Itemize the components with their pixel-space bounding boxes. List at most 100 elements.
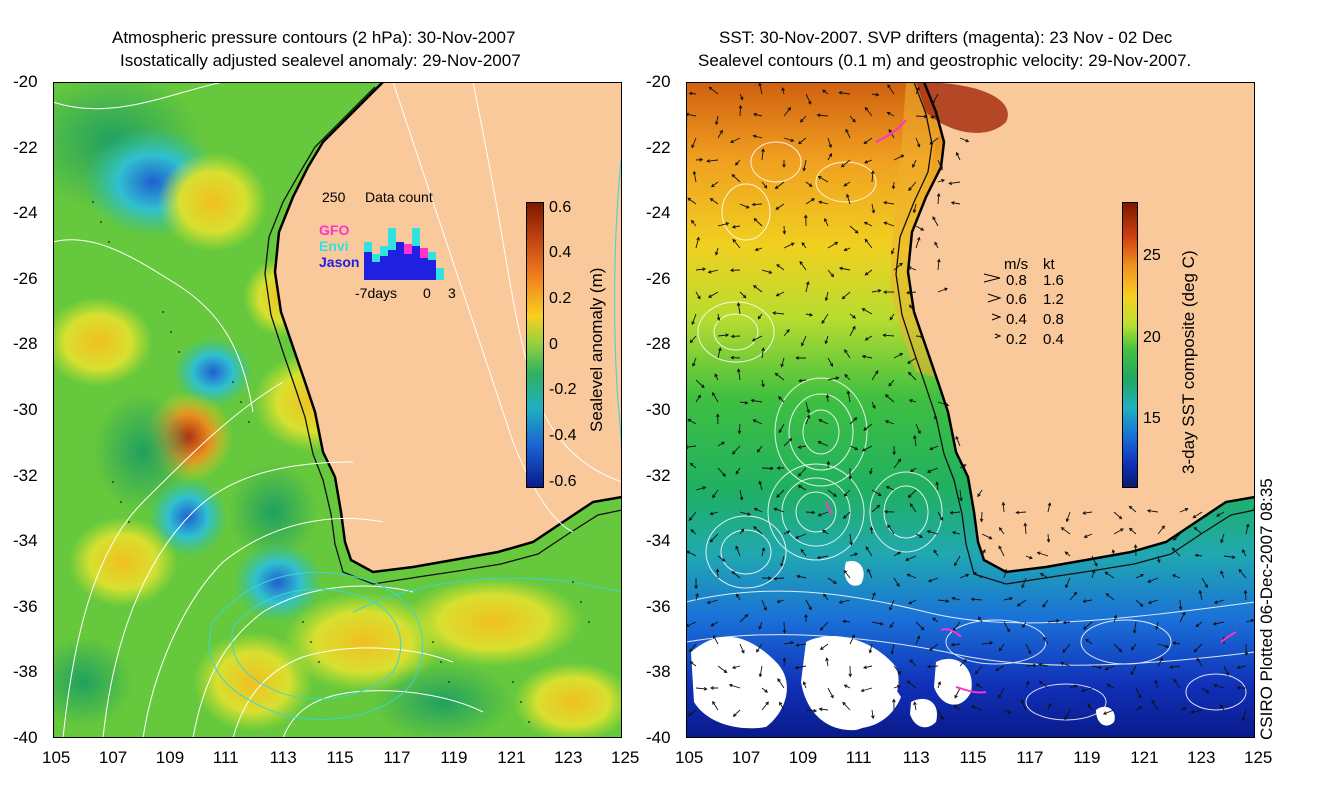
velocity-arrow — [783, 106, 792, 117]
velocity-arrow — [1020, 699, 1027, 711]
velocity-arrow — [1245, 523, 1250, 535]
velocity-arrow — [715, 413, 720, 425]
velocity-arrow — [1091, 555, 1098, 567]
velocity-arrow — [882, 333, 895, 338]
velocity-arrow — [849, 445, 859, 451]
velocity-arrow — [849, 325, 856, 337]
velocity-arrow — [731, 173, 741, 183]
velocity-arrow — [709, 198, 719, 205]
velocity-arrow — [915, 86, 920, 95]
velocity-arrow — [805, 181, 813, 187]
velocity-arrow — [870, 170, 875, 183]
velocity-arrow — [782, 225, 787, 235]
velocity-arrow — [805, 708, 818, 713]
velocity-arrow — [932, 216, 939, 227]
velocity-arrow — [1213, 684, 1225, 689]
velocity-arrow — [949, 510, 961, 515]
velocity-arrow — [1130, 643, 1137, 651]
velocity-arrow — [1128, 527, 1137, 535]
velocity-arrow — [712, 391, 719, 403]
data-count-histogram — [364, 228, 444, 280]
inset-x-mid: 0 — [423, 285, 431, 301]
velocity-arrow — [869, 526, 874, 535]
velocity-arrow — [1113, 511, 1123, 520]
left-shelf-contour — [264, 86, 622, 585]
velocity-arrow — [691, 137, 697, 149]
velocity-arrow — [972, 571, 983, 579]
velocity-arrow — [753, 507, 763, 513]
velocity-arrow — [863, 221, 873, 227]
velocity-arrow — [869, 467, 873, 475]
velocity-arrow — [883, 221, 895, 227]
left-x-tick-9: 123 — [554, 748, 583, 767]
velocity-arrow — [906, 573, 917, 579]
left-y-tick-6: -32 — [13, 465, 38, 485]
left-cbar-tick-6: -0.4 — [549, 427, 577, 444]
right-x-tick-10: 125 — [1244, 748, 1273, 767]
velocity-arrow — [849, 225, 859, 234]
velocity-arrow — [731, 571, 741, 579]
velocity-arrow — [1003, 621, 1010, 633]
speed-key-ms-1: 0.8 — [1006, 272, 1027, 289]
velocity-arrow — [950, 642, 961, 647]
velocity-arrow — [1194, 553, 1203, 558]
velocity-arrow — [1244, 643, 1249, 656]
velocity-arrow — [804, 214, 808, 227]
velocity-arrow — [756, 445, 763, 453]
velocity-arrow — [893, 551, 902, 557]
velocity-arrow — [1091, 569, 1096, 579]
velocity-arrow — [774, 181, 785, 190]
velocity-arrow — [732, 709, 741, 717]
velocity-arrow — [905, 290, 917, 295]
velocity-arrow — [970, 597, 983, 602]
velocity-arrow — [694, 577, 698, 590]
velocity-arrow — [1178, 599, 1183, 611]
velocity-arrow — [712, 489, 719, 499]
velocity-arrow — [995, 665, 1005, 671]
velocity-arrow — [884, 394, 895, 403]
velocity-arrow — [981, 641, 994, 645]
left-cbar-tick-5: -0.2 — [549, 381, 577, 398]
left-x-tick-8: 121 — [497, 748, 526, 767]
velocity-arrow — [689, 661, 697, 667]
velocity-arrow — [929, 643, 939, 651]
right-x-tick-1: 107 — [731, 748, 761, 767]
speed-key-kt-2: 1.2 — [1043, 291, 1064, 308]
velocity-arrow — [687, 197, 697, 205]
velocity-arrow — [687, 418, 697, 425]
velocity-arrow — [818, 707, 829, 712]
velocity-arrow — [981, 548, 986, 557]
right-x-tick-5: 115 — [959, 748, 987, 767]
velocity-arrow — [937, 511, 944, 521]
velocity-arrow — [695, 157, 704, 162]
velocity-arrow — [955, 435, 961, 447]
velocity-arrow — [849, 533, 853, 546]
left-y-tick-7: -34 — [13, 531, 38, 551]
velocity-arrow — [1128, 505, 1137, 513]
velocity-arrow — [804, 613, 808, 622]
velocity-arrow — [783, 242, 795, 249]
velocity-arrow — [906, 680, 917, 689]
velocity-arrow — [778, 423, 785, 434]
velocity-arrow — [913, 434, 917, 447]
velocity-arrow — [732, 238, 741, 249]
velocity-arrow — [816, 113, 829, 117]
velocity-arrow — [848, 467, 852, 480]
right-y-tick-5: -30 — [646, 400, 671, 419]
velocity-arrow — [891, 181, 896, 190]
right-y-tick-7: -34 — [646, 531, 671, 551]
velocity-arrow — [728, 683, 741, 689]
velocity-arrow — [871, 592, 876, 601]
velocity-arrow — [823, 593, 829, 601]
velocity-arrow — [695, 267, 707, 271]
velocity-arrow — [1022, 621, 1027, 629]
velocity-arrow — [843, 569, 851, 579]
velocity-arrow — [824, 217, 829, 227]
velocity-arrow — [892, 698, 896, 711]
histogram-bars — [364, 228, 444, 280]
velocity-arrow — [1169, 665, 1181, 669]
right-x-tick-3: 111 — [845, 748, 872, 767]
velocity-arrow — [692, 170, 697, 183]
velocity-arrow — [930, 115, 939, 119]
velocity-arrow — [730, 355, 741, 360]
